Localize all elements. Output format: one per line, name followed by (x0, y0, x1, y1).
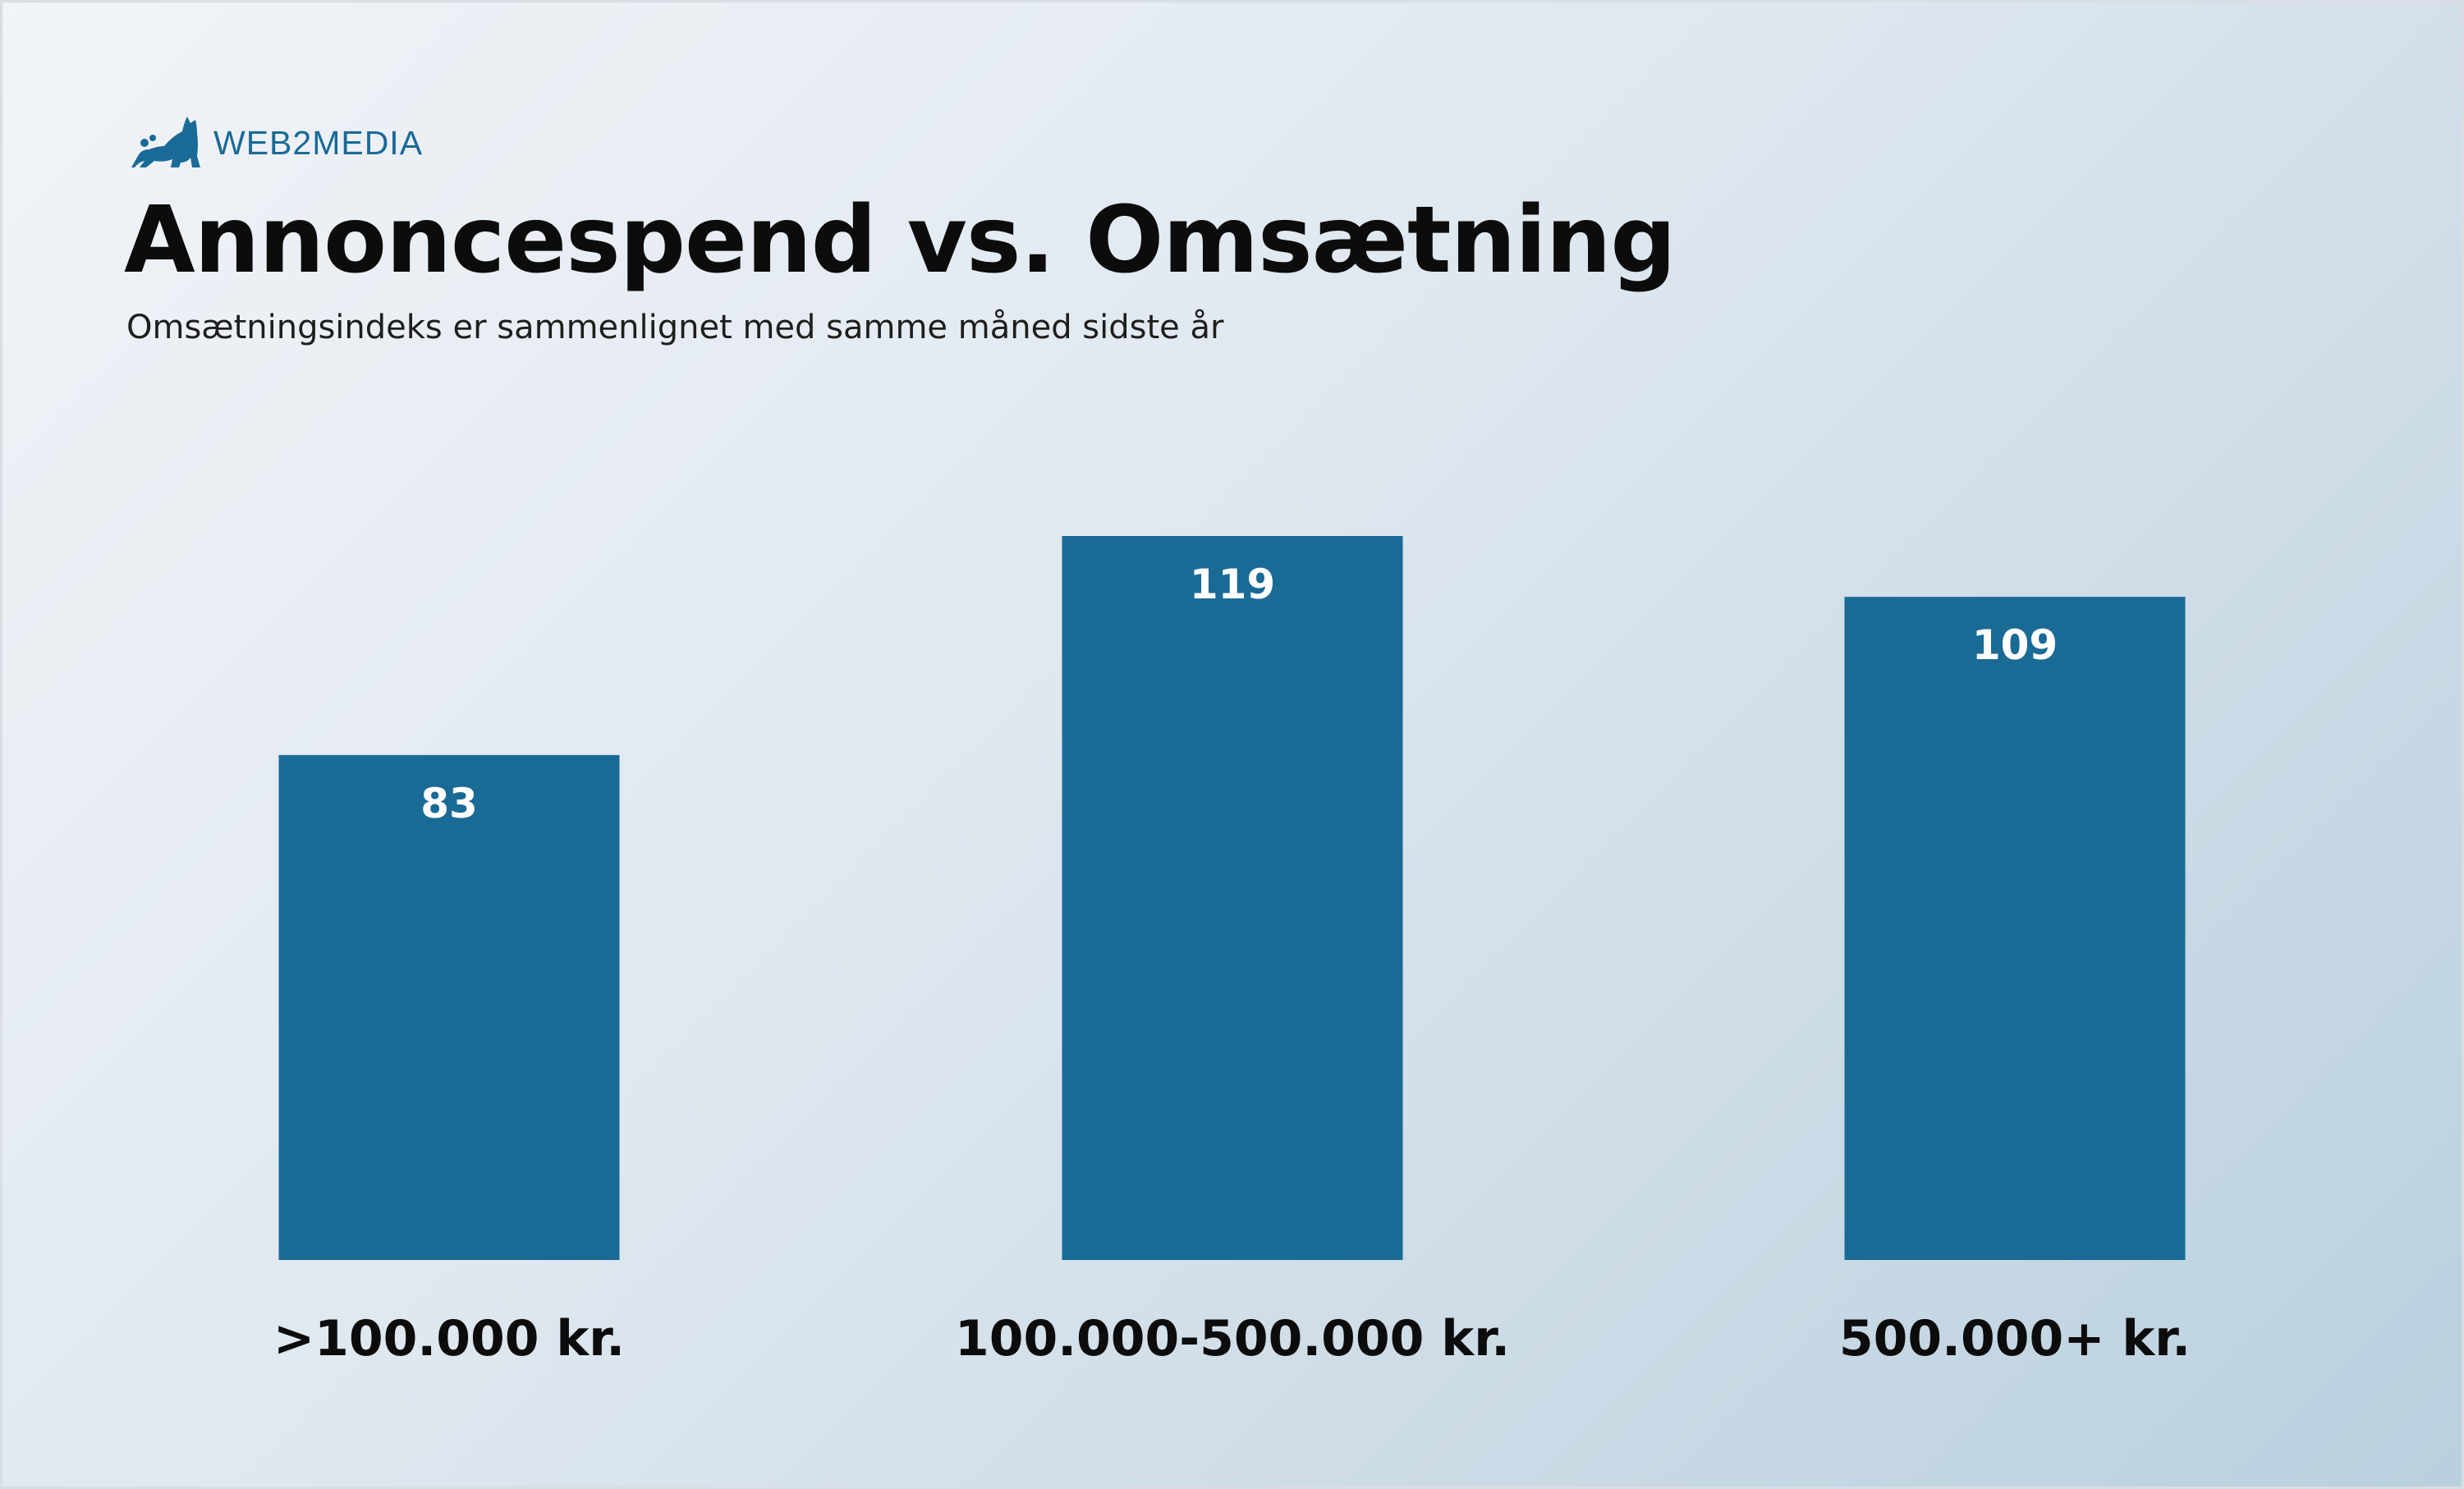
bar (278, 754, 620, 1260)
bar (1844, 597, 2186, 1260)
bar-value-label: 109 (1972, 621, 2058, 669)
category-label: >100.000 kr. (273, 1310, 625, 1368)
brand-name: WEB2MEDIA (213, 123, 424, 162)
category-label: 500.000+ kr. (1839, 1310, 2191, 1368)
bar-value-label: 119 (1190, 561, 1275, 608)
bar-value-label: 83 (420, 780, 478, 827)
category-label: 100.000-500.000 kr. (955, 1310, 1510, 1368)
chart-subtitle: Omsætningsindeks er sammenlignet med sam… (126, 309, 1224, 346)
bar (1062, 536, 1403, 1260)
chart-title: Annoncespend vs. Omsætning (124, 187, 1677, 294)
brand-logo: WEB2MEDIA (130, 113, 423, 172)
cat-icon (131, 117, 200, 167)
